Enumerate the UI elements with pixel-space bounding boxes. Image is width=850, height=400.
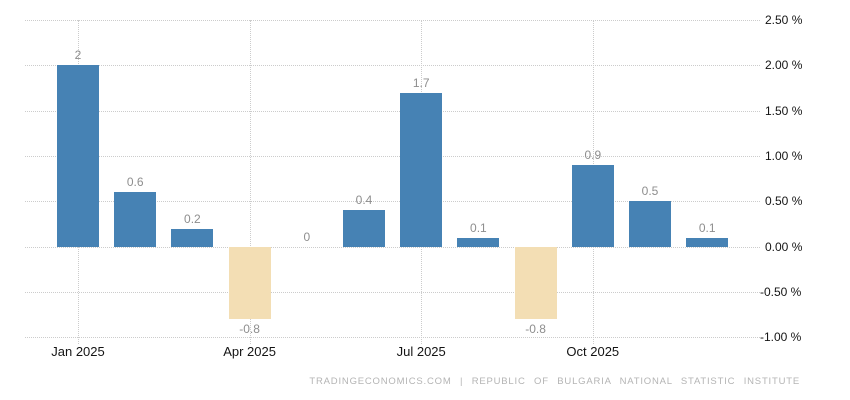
x-axis-tick-label: Jan 2025 (51, 344, 105, 359)
data-bar[interactable] (629, 201, 671, 247)
gridline-horizontal (25, 246, 760, 248)
y-axis-tick-label: 1.00 % (765, 149, 803, 163)
bar-value-label: 0 (303, 229, 311, 244)
bar-value-label: -0.8 (239, 322, 260, 337)
gridline-horizontal (25, 201, 760, 203)
bar-value-label: 2 (74, 48, 82, 63)
y-axis-tick-label: 2.00 % (765, 58, 803, 73)
bar-value-label: 0.6 (126, 175, 144, 190)
bar-value-label: 0.9 (584, 148, 602, 163)
y-axis-tick-label: 2.50 % (765, 13, 803, 27)
gridline-horizontal (25, 337, 760, 339)
y-axis-tick-label: -1.00 % (760, 330, 802, 345)
gridline-vertical (249, 20, 251, 344)
data-bar[interactable] (228, 246, 271, 320)
gridline-horizontal (25, 292, 760, 293)
bar-value-label: 1.7 (412, 75, 430, 90)
data-bar[interactable] (343, 210, 385, 247)
x-axis-tick-label: Jul 2025 (396, 344, 446, 359)
chart-attribution: TRADINGECONOMICS.COM | REPUBLIC OF BULGA… (309, 376, 800, 387)
data-bar[interactable] (457, 237, 500, 247)
bar-value-label: 0.1 (470, 220, 487, 235)
data-bar[interactable] (686, 237, 729, 247)
y-axis-tick-label: -0.50 % (760, 285, 802, 299)
gridline-horizontal (25, 110, 760, 112)
y-axis-tick-label: 1.50 % (765, 103, 803, 118)
gridline-horizontal (25, 20, 760, 21)
bar-value-label: 0.2 (184, 211, 201, 226)
x-axis-tick-label: Oct 2025 (566, 344, 620, 359)
data-bar[interactable] (57, 65, 99, 247)
bar-value-label: 0.4 (355, 193, 373, 208)
y-axis-tick-label: 0.00 % (765, 239, 803, 254)
data-bar[interactable] (171, 228, 214, 247)
bar-value-label: 0.1 (698, 220, 716, 235)
data-bar[interactable] (514, 246, 557, 320)
data-bar[interactable] (114, 192, 157, 247)
data-bar[interactable] (571, 165, 614, 247)
y-axis-tick-label: 0.50 % (765, 194, 803, 209)
data-bar[interactable] (400, 92, 443, 247)
bar-value-label: -0.8 (525, 322, 546, 337)
x-axis-tick-label: Apr 2025 (223, 344, 276, 359)
gridline-horizontal (25, 65, 760, 67)
bar-value-label: 0.5 (641, 184, 659, 199)
gridline-horizontal (25, 156, 760, 157)
